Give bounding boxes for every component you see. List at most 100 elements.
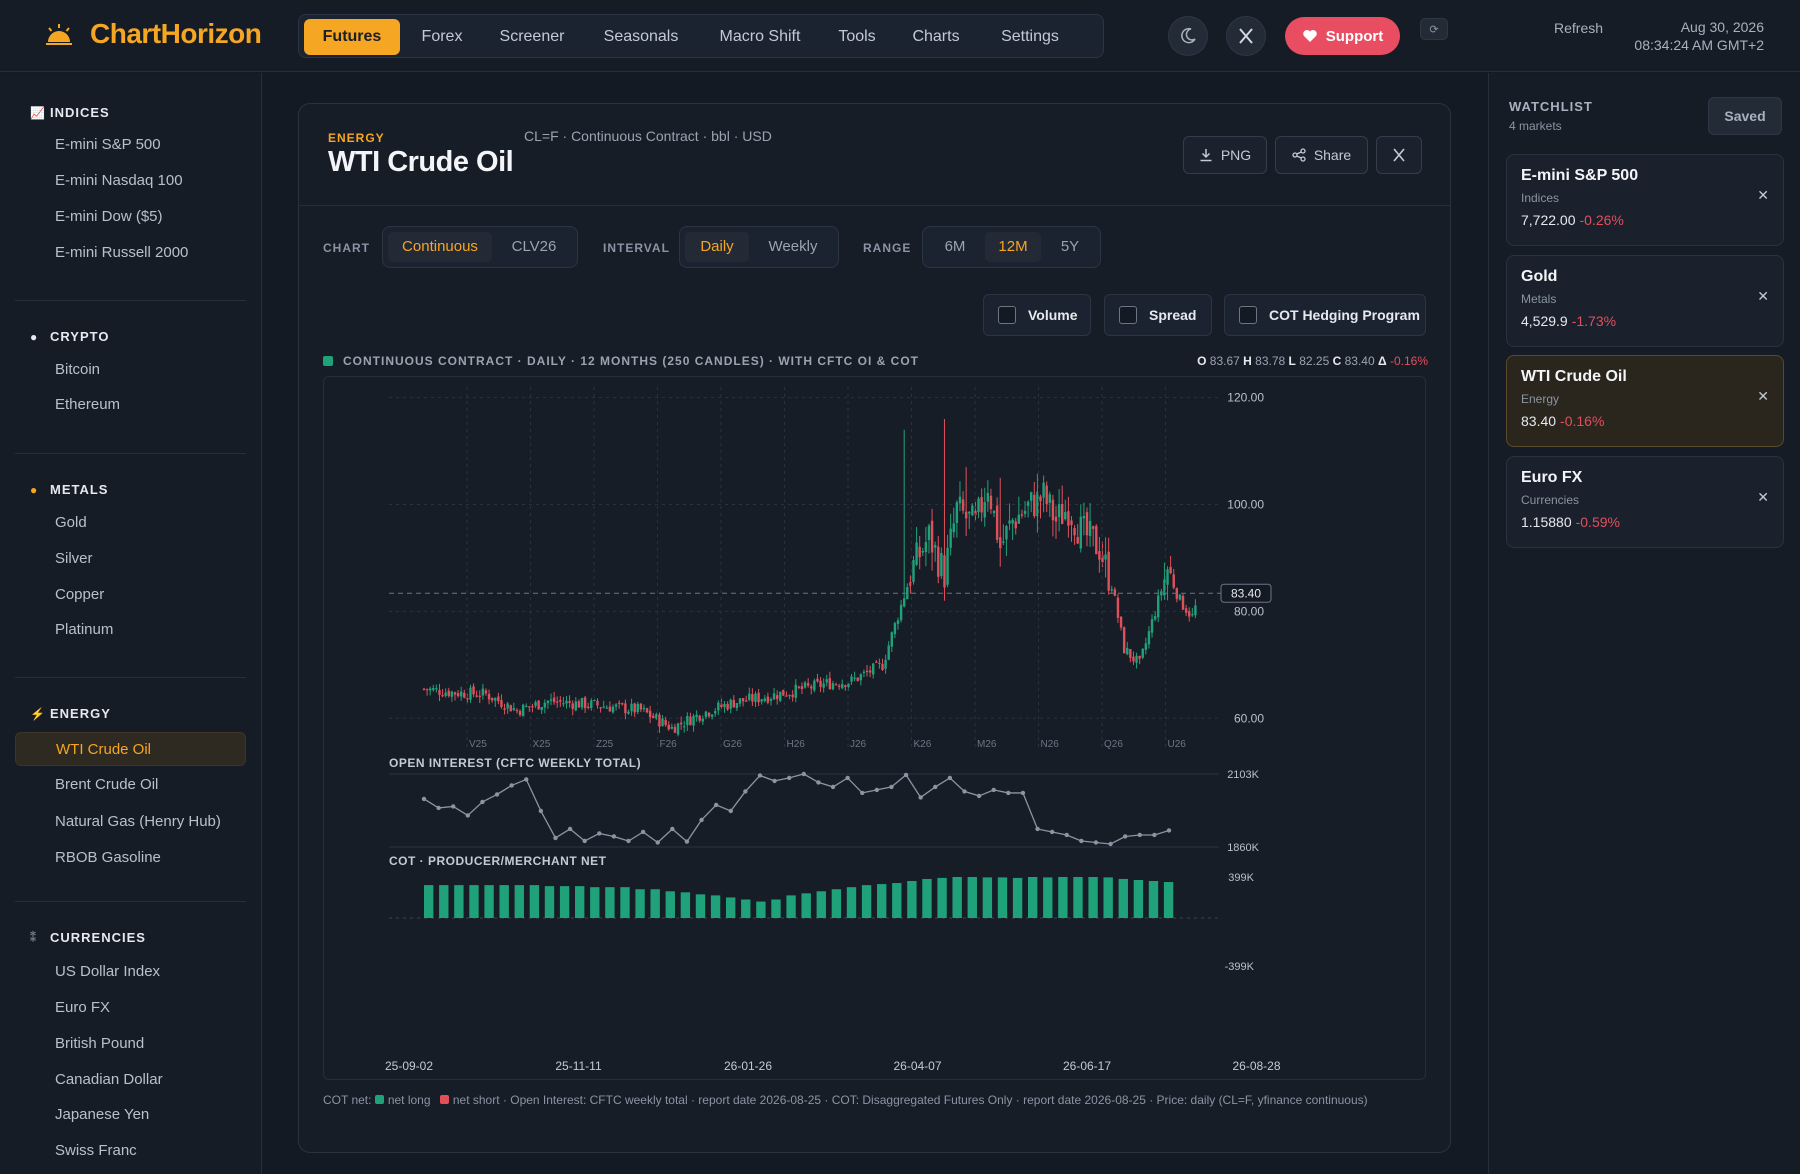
theme-toggle-button[interactable] [1168, 16, 1208, 56]
sidebar-item-platinum[interactable]: Platinum [55, 621, 114, 638]
sidebar-item-bitcoin[interactable]: Bitcoin [55, 361, 101, 378]
png-download-button[interactable]: PNG [1183, 136, 1267, 174]
candle [543, 702, 547, 708]
oi-point [509, 783, 514, 788]
ohlc-close: 83.40 [1344, 354, 1375, 368]
chart-option-continuous[interactable]: Continuous [388, 232, 492, 262]
cot-bar [1148, 881, 1159, 918]
sidebar-item-natgas[interactable]: Natural Gas (Henry Hub) [55, 813, 221, 830]
candle [593, 699, 596, 702]
sidebar-item-copper[interactable]: Copper [55, 586, 105, 603]
interval-option-weekly[interactable]: Weekly [768, 238, 818, 255]
sun-logo-icon [46, 24, 72, 45]
oi-point [524, 777, 529, 782]
volume-toggle[interactable]: Volume [983, 294, 1091, 336]
oi-point [626, 838, 631, 844]
app-logo[interactable]: ChartHorizon [90, 18, 262, 49]
sidebar-item-ym[interactable]: E-mini Dow ($5) [55, 208, 163, 225]
oi-point [611, 834, 617, 839]
candle [692, 715, 695, 726]
chart-description: CONTINUOUS CONTRACT · DAILY · 12 MONTHS … [323, 354, 919, 368]
nav-forex[interactable]: Forex [421, 28, 463, 45]
watchlist-item[interactable]: E-mini S&P 500 Indices 7,722.00 -0.26% ✕ [1506, 154, 1784, 246]
remove-icon[interactable]: ✕ [1757, 489, 1769, 505]
range-option-6m[interactable]: 6M [944, 238, 966, 255]
oi-point [684, 839, 690, 844]
x-share-button[interactable] [1376, 136, 1422, 174]
cot-bar [877, 884, 887, 918]
sidebar-item-ethereum[interactable]: Ethereum [55, 396, 121, 413]
category-metals: ● METALS [30, 482, 108, 497]
chart-area[interactable]: 120.00 100.00 80.00 60.00 V25 X25 Z25 F26 G26 H26… [323, 376, 1426, 1080]
sidebar-item-es[interactable]: E-mini S&P 500 [55, 136, 161, 153]
sidebar-item-wti[interactable]: WTI Crude Oil [15, 732, 246, 766]
nav-tools[interactable]: Tools [838, 28, 876, 45]
nav-futures[interactable]: Futures [304, 19, 400, 55]
chart-footnote: COT net: net long net short · Open Inter… [323, 1090, 1433, 1110]
sidebar-item-cad[interactable]: Canadian Dollar [55, 1071, 163, 1088]
cot-hedging-toggle[interactable]: COT Hedging Program [1224, 294, 1426, 336]
volume-checkbox[interactable] [998, 306, 1016, 324]
sidebar-item-eurofx[interactable]: Euro FX [55, 999, 111, 1016]
sidebar-item-gbp[interactable]: British Pound [55, 1035, 145, 1052]
refresh-icon[interactable]: ⟳ [1420, 18, 1448, 40]
candle [992, 510, 996, 514]
nav-seasonals[interactable]: Seasonals [603, 28, 679, 45]
cot-bar [771, 899, 781, 918]
sidebar-item-nq[interactable]: E-mini Nasdaq 100 [55, 172, 183, 189]
refresh-button[interactable]: Refresh [1554, 20, 1604, 36]
remove-icon[interactable]: ✕ [1757, 288, 1769, 304]
chart-selector: Continuous CLV26 [382, 226, 578, 268]
candle [902, 598, 906, 607]
nav-screener[interactable]: Screener [499, 28, 565, 45]
candle [912, 560, 915, 582]
chart-svg[interactable]: 120.00 100.00 80.00 60.00 V25 X25 Z25 F26 G26 H26… [324, 377, 1427, 1081]
candle [500, 700, 503, 708]
candle [893, 623, 897, 635]
sidebar-item-rbob[interactable]: RBOB Gasoline [55, 849, 161, 866]
candle [596, 700, 599, 706]
sidebar-item-rty[interactable]: E-mini Russell 2000 [55, 244, 189, 261]
interval-option-daily[interactable]: Daily [685, 232, 749, 262]
watchlist-item[interactable]: Euro FX Currencies 1.15880 -0.59% ✕ [1506, 456, 1784, 548]
chart-card: ENERGY WTI Crude Oil CL=F · Continuous C… [298, 103, 1451, 1153]
remove-icon[interactable]: ✕ [1757, 187, 1769, 203]
candle [1085, 512, 1089, 536]
candle [850, 676, 853, 682]
candle [621, 703, 624, 705]
nav-charts[interactable]: Charts [912, 28, 960, 45]
range-option-5y[interactable]: 5Y [1060, 238, 1080, 255]
cot-bar [1118, 878, 1128, 918]
sidebar-item-chf[interactable]: Swiss Franc [55, 1142, 137, 1159]
candle [605, 707, 608, 709]
watchlist-item-category: Metals [1521, 292, 1557, 306]
watchlist-item[interactable]: Gold Metals 4,529.9 -1.73% ✕ [1506, 255, 1784, 347]
candle [1169, 567, 1172, 574]
oi-point [494, 792, 500, 797]
candle [909, 582, 912, 587]
oi-point [699, 817, 704, 823]
spread-checkbox[interactable] [1119, 306, 1137, 324]
sidebar-item-dxy[interactable]: US Dollar Index [55, 963, 161, 980]
saved-button[interactable]: Saved [1708, 97, 1782, 135]
watchlist-item-active[interactable]: WTI Crude Oil Energy 83.40 -0.16% ✕ [1506, 355, 1784, 447]
candle [782, 689, 785, 696]
cot-hedging-checkbox[interactable] [1239, 306, 1257, 324]
cot-tick-label: 399K [1228, 872, 1254, 884]
share-button[interactable]: Share [1275, 136, 1368, 174]
oi-point [1006, 790, 1011, 796]
support-button[interactable]: Support [1285, 17, 1400, 55]
nav-settings[interactable]: Settings [1001, 28, 1059, 45]
sidebar-item-gold[interactable]: Gold [55, 514, 87, 531]
sidebar-item-brent[interactable]: Brent Crude Oil [55, 776, 159, 793]
spread-toggle[interactable]: Spread [1104, 294, 1212, 336]
cot-bar [922, 878, 932, 918]
remove-icon[interactable]: ✕ [1757, 388, 1769, 404]
range-option-12m[interactable]: 12M [985, 232, 1041, 262]
chart-option-clv26[interactable]: CLV26 [511, 238, 557, 255]
sidebar-item-silver[interactable]: Silver [55, 550, 93, 567]
nav-macro-shift[interactable]: Macro Shift [719, 28, 801, 45]
volume-label: Volume [1028, 307, 1078, 323]
x-social-button[interactable] [1226, 16, 1266, 56]
sidebar-item-jpy[interactable]: Japanese Yen [55, 1106, 150, 1123]
